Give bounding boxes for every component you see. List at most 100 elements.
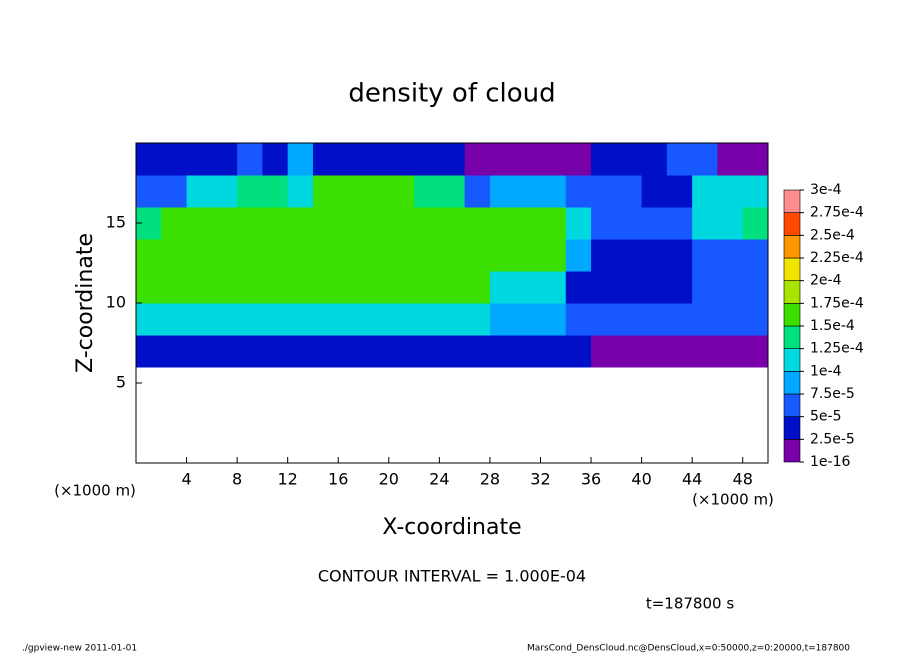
cell (136, 175, 162, 208)
cell (237, 239, 263, 272)
cell (565, 239, 592, 272)
contour-note: CONTOUR INTERVAL = 1.000E-04 (318, 567, 586, 586)
cell (287, 303, 314, 336)
cell (692, 207, 718, 240)
x-tick-label: 48 (733, 470, 753, 489)
colorbar-label: 7.5e-5 (810, 386, 855, 402)
cell (717, 239, 744, 272)
cell (312, 335, 339, 368)
cell (717, 175, 744, 208)
cell (616, 271, 643, 304)
x-tick-label: 12 (278, 470, 298, 489)
cell (237, 303, 263, 336)
cell (591, 335, 617, 368)
colorbar-label: 3e-4 (810, 182, 842, 198)
cell (540, 207, 567, 240)
cell (464, 335, 491, 368)
cell (464, 143, 491, 176)
cell (161, 207, 188, 240)
cell (666, 143, 693, 176)
cell (666, 303, 693, 336)
cell (540, 143, 567, 176)
cell (489, 175, 516, 208)
cell (565, 303, 592, 336)
cell (540, 335, 567, 368)
cell (439, 143, 466, 176)
cell (211, 143, 238, 176)
cell (237, 143, 263, 176)
cell (616, 303, 643, 336)
cell (742, 271, 769, 304)
cell (439, 335, 466, 368)
cell (237, 207, 263, 240)
cell (287, 239, 314, 272)
cell (540, 175, 567, 208)
colorbar-box (783, 325, 801, 349)
cell (641, 271, 668, 304)
cell (464, 207, 491, 240)
colorbar-label: 1e-16 (810, 454, 850, 470)
cell (641, 303, 668, 336)
cell (489, 207, 516, 240)
cell (692, 175, 718, 208)
cell (136, 239, 162, 272)
cell (489, 143, 516, 176)
cell (312, 239, 339, 272)
cell (666, 271, 693, 304)
x-tick-label: 44 (682, 470, 702, 489)
cell (692, 303, 718, 336)
cell (742, 239, 769, 272)
colorbar-box (783, 280, 801, 304)
cell (136, 303, 162, 336)
cell (540, 303, 567, 336)
x-tick-label: 4 (181, 470, 191, 489)
cell (515, 207, 541, 240)
cell (464, 175, 491, 208)
field (136, 143, 769, 368)
cell (211, 335, 238, 368)
cell (717, 271, 744, 304)
cell (717, 335, 744, 368)
cell (186, 143, 213, 176)
cell (489, 271, 516, 304)
cell (161, 239, 188, 272)
colorbar-label: 2e-4 (810, 273, 842, 289)
cell (211, 175, 238, 208)
cell (338, 239, 365, 272)
cell (414, 175, 440, 208)
cell (186, 239, 213, 272)
cell (717, 143, 744, 176)
cell (565, 271, 592, 304)
cell (312, 207, 339, 240)
y-tick-label: 15 (106, 213, 126, 232)
cell (363, 303, 390, 336)
cell (338, 143, 365, 176)
cell (439, 271, 466, 304)
cell (363, 175, 390, 208)
cell (262, 239, 289, 272)
cell (161, 175, 188, 208)
cell (515, 335, 541, 368)
cell (616, 207, 643, 240)
cell (388, 143, 415, 176)
cell (186, 175, 213, 208)
cell (591, 303, 617, 336)
footer-left: ./gpview-new 2011-01-01 (22, 644, 137, 654)
cell (515, 239, 541, 272)
cell (211, 303, 238, 336)
cell (312, 175, 339, 208)
cell (312, 303, 339, 336)
x-tick-label: 8 (232, 470, 242, 489)
cell (489, 303, 516, 336)
cell (565, 207, 592, 240)
colorbar-box (783, 416, 801, 440)
cell (186, 271, 213, 304)
colorbar-box (783, 371, 801, 395)
cell (414, 271, 440, 304)
cell (439, 303, 466, 336)
cell (388, 303, 415, 336)
cell (742, 207, 769, 240)
x-tick-label: 36 (581, 470, 601, 489)
cell (641, 239, 668, 272)
